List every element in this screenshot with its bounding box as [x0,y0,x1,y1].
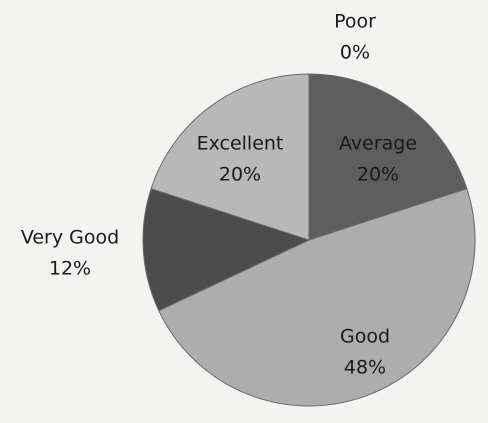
slice-label: Very Good [21,227,119,249]
pie-slice [150,73,310,241]
pie-slice [142,188,311,312]
pie-slice [308,73,468,241]
slice-value-label: 48% [344,357,386,379]
slice-label: Average [339,133,417,155]
slice-label: Poor [334,11,376,33]
slice-label: Excellent [197,133,284,155]
pie-slice [158,188,476,407]
slice-value-label: 20% [357,164,399,186]
slice-value-label: 0% [340,42,370,64]
slice-label: Good [340,326,390,348]
slice-value-label: 12% [49,258,91,280]
slice-value-label: 20% [219,164,261,186]
